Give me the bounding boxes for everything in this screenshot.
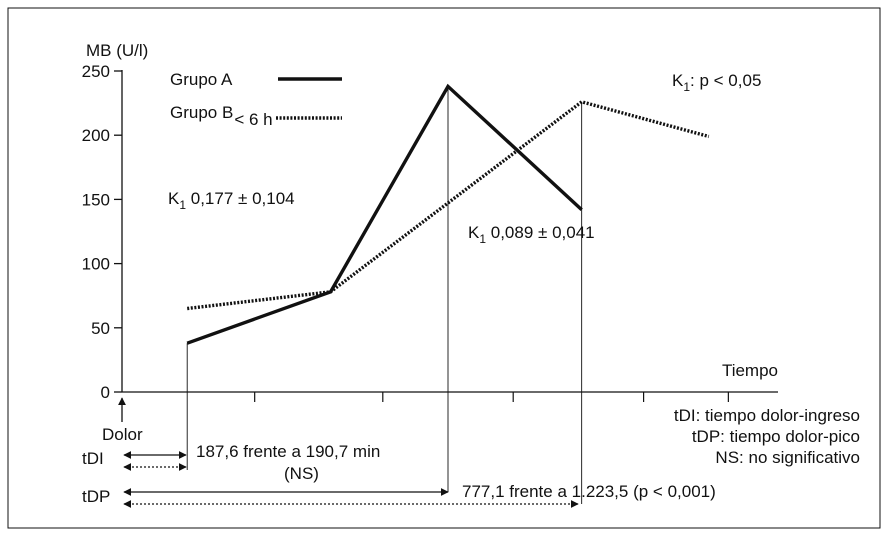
y-tick-label-100: 100 (82, 255, 110, 274)
tdi-text: 187,6 frente a 190,7 min (196, 442, 380, 461)
legend-label-grupo-b-sub: < 6 h (234, 110, 272, 129)
legend-tdp-definition: tDP: tiempo dolor-pico (692, 427, 860, 446)
x-axis-label: Tiempo (722, 361, 778, 380)
annotation-k-b-rest: 0,089 ± 0,041 (486, 223, 595, 242)
legend-label-grupo-a: Grupo A (170, 70, 233, 89)
annotation-k-a: K1 0,177 ± 0,104 (168, 189, 295, 212)
annotation-k-b-sub: 1 (479, 232, 486, 246)
drop-lines (186, 86, 583, 504)
y-tick-label-0: 0 (101, 383, 110, 402)
y-ticks: 0 50 100 150 200 250 (82, 62, 122, 402)
y-tick-label-50: 50 (91, 319, 110, 338)
y-axis-label: MB (U/l) (86, 41, 148, 60)
series-line-grupo-a (186, 83, 583, 345)
annotation-k-p: K1: p < 0,05 (672, 71, 761, 94)
tdi-ns: (NS) (284, 464, 319, 483)
y-tick-label-150: 150 (82, 190, 110, 209)
legend-ns-definition: NS: no significativo (715, 448, 860, 467)
dolor-label: Dolor (102, 425, 143, 444)
figure-border (7, 7, 881, 529)
annotation-k-p-sub: 1 (683, 80, 690, 94)
annotation-k-a-sub: 1 (179, 198, 186, 212)
y-tick-label-200: 200 (82, 126, 110, 145)
tdi-label: tDI (82, 449, 104, 468)
legend-label-grupo-b: Grupo B< 6 h (170, 103, 273, 129)
tdp-text: 777,1 frente a 1.223,5 (p < 0,001) (462, 482, 716, 501)
legend-label-grupo-b-main: Grupo B (170, 103, 233, 122)
series-group (186, 83, 710, 345)
annotation-k-a-rest: 0,177 ± 0,104 (186, 189, 295, 208)
annotation-k-p-rest: : p < 0,05 (690, 71, 761, 90)
x-ticks (254, 392, 729, 402)
y-tick-label-250: 250 (82, 62, 110, 81)
annotation-k-b-main: K (468, 223, 480, 242)
annotation-k-b: K1 0,089 ± 0,041 (468, 223, 595, 246)
legend-tdi-definition: tDI: tiempo dolor-ingreso (674, 406, 860, 425)
annotation-k-p-main: K (672, 71, 684, 90)
series-line-grupo-b (187, 99, 710, 311)
annotation-k-a-main: K (168, 189, 180, 208)
tdp-label: tDP (82, 487, 110, 506)
